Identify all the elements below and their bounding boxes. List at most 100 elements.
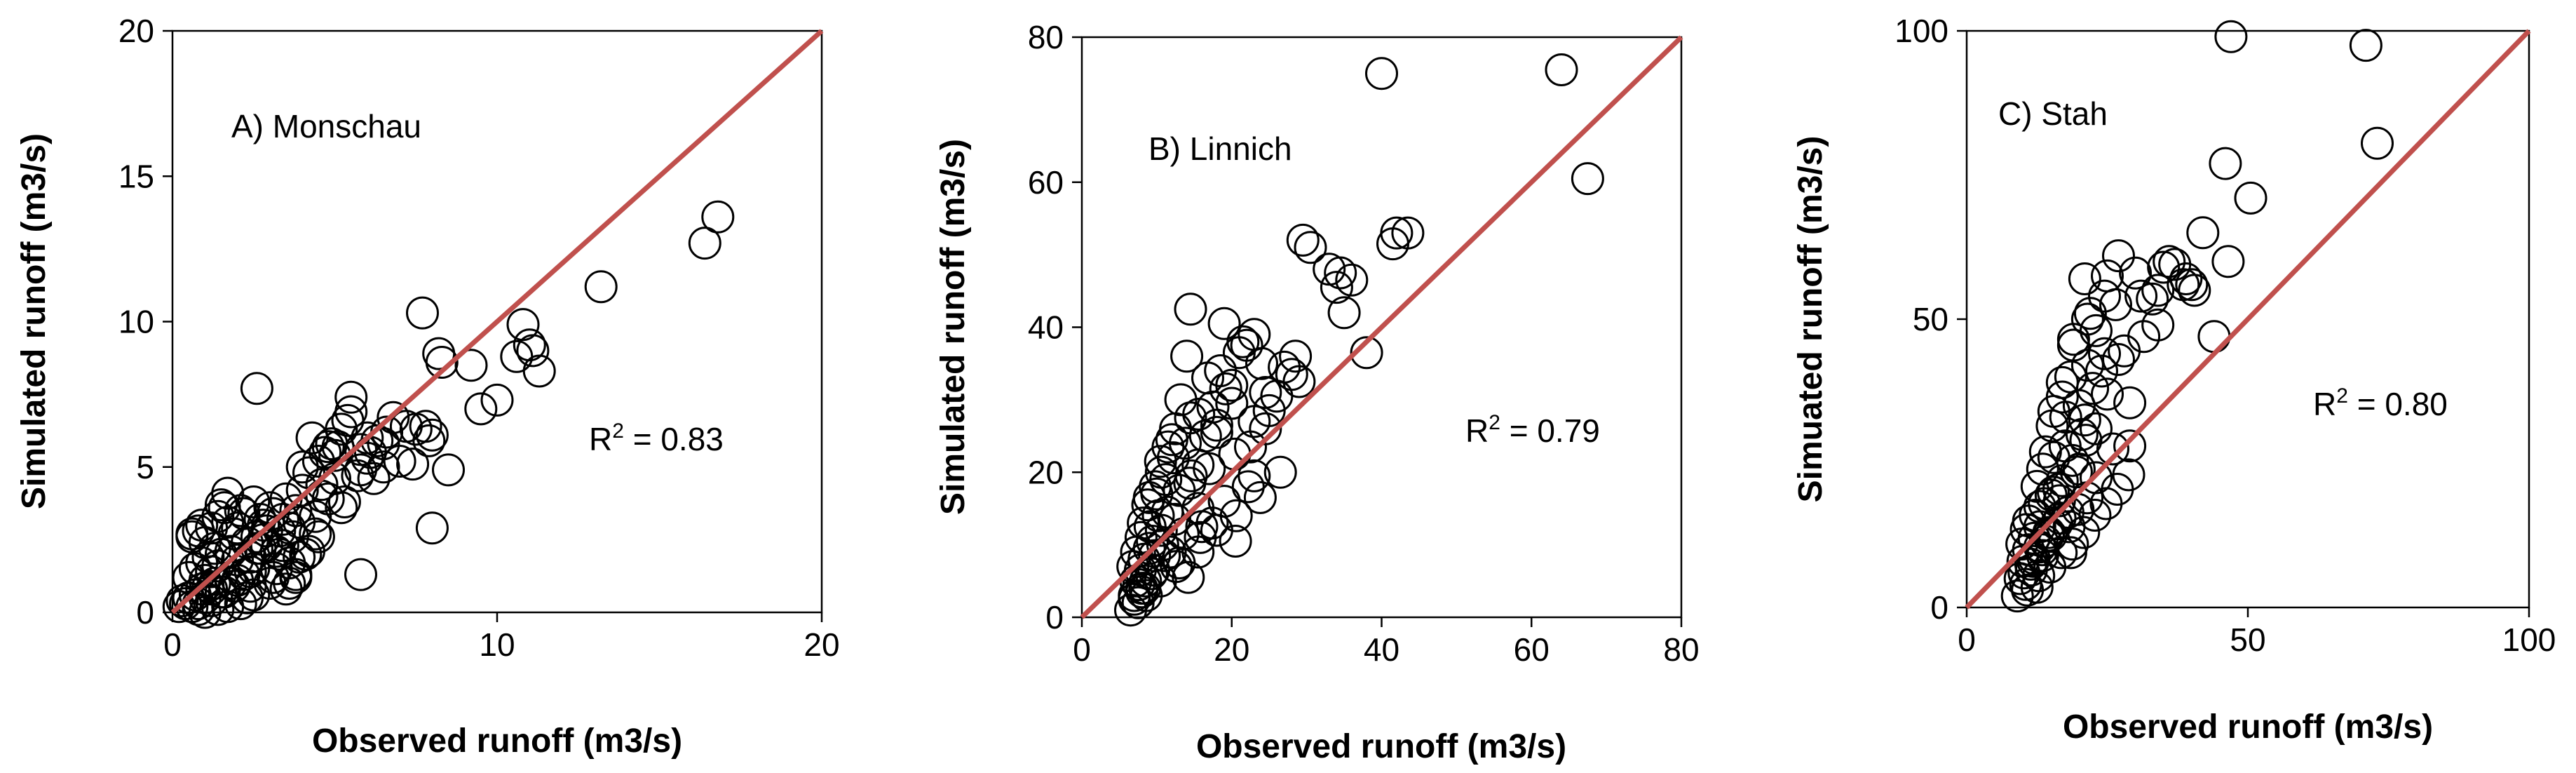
data-point <box>454 349 488 382</box>
data-point <box>415 511 449 545</box>
data-point <box>1219 525 1252 558</box>
data-point <box>2022 559 2056 593</box>
y-tick-label-2: 100 <box>1894 13 1948 49</box>
data-point <box>409 410 442 443</box>
data-point <box>2007 556 2041 590</box>
r-squared-label: R2 = 0.83 <box>589 419 724 457</box>
x-tick-label-4: 80 <box>1663 631 1699 668</box>
data-point <box>2054 360 2087 394</box>
data-point <box>1263 455 1297 489</box>
data-point <box>2178 274 2211 307</box>
data-point <box>325 491 358 525</box>
x-axis-title: Observed runoff (m3/s) <box>2063 708 2433 746</box>
y-tick-label-3: 15 <box>118 158 154 194</box>
data-point <box>2042 484 2076 518</box>
data-point <box>2096 432 2129 466</box>
data-point <box>2102 239 2135 273</box>
data-point <box>2091 259 2124 293</box>
x-tick-label-2: 20 <box>804 626 839 663</box>
data-point <box>299 517 332 551</box>
data-point <box>204 575 238 609</box>
data-point <box>2175 268 2209 302</box>
data-point <box>584 270 618 304</box>
data-point <box>1238 459 1271 492</box>
panel-label: B) Linnich <box>1148 130 1292 167</box>
data-point <box>344 558 377 591</box>
y-tick-label-1: 50 <box>1913 301 1948 337</box>
data-point <box>357 462 391 495</box>
data-point <box>688 227 721 260</box>
one-to-one-line <box>170 29 824 614</box>
y-tick-label-4: 80 <box>1028 19 1064 55</box>
x-tick-label-2: 100 <box>2502 621 2556 658</box>
data-point <box>2091 377 2124 411</box>
data-point <box>285 450 319 484</box>
y-tick-label-3: 60 <box>1028 164 1064 201</box>
data-point <box>240 372 273 405</box>
data-point <box>1118 582 1151 616</box>
y-tick-label-4: 20 <box>118 13 154 49</box>
y-tick-label-2: 10 <box>118 304 154 340</box>
data-point <box>464 392 498 426</box>
data-point <box>344 433 377 466</box>
data-point <box>341 459 374 492</box>
panel-label: A) Monschau <box>231 108 421 144</box>
data-point <box>516 334 550 368</box>
data-point <box>2136 282 2169 316</box>
data-point <box>1144 513 1178 547</box>
data-point <box>305 468 339 502</box>
data-point <box>1207 307 1241 340</box>
data-point <box>185 509 219 542</box>
data-point <box>2102 343 2135 376</box>
data-point <box>247 509 280 542</box>
data-point <box>2209 147 2242 180</box>
data-point <box>701 200 735 234</box>
data-point <box>2045 380 2079 414</box>
data-point <box>285 473 319 507</box>
panel-linnich: 0 20 40 60 80 0 20 40 60 80 B) Linnich R2 = 0.79 Obs… <box>935 19 1700 765</box>
data-point <box>2056 443 2089 477</box>
data-point <box>1286 223 1320 257</box>
data-point <box>188 596 222 629</box>
data-point <box>2080 314 2113 347</box>
y-tick-label-1: 20 <box>1028 454 1064 490</box>
data-point <box>1545 53 1578 86</box>
data-point <box>1279 340 1313 373</box>
data-point <box>311 430 345 464</box>
data-point <box>415 418 449 452</box>
y-axis-title: Simulated runoff (m3/s) <box>935 139 972 515</box>
one-to-one-line <box>1080 35 1683 619</box>
data-point <box>1324 256 1357 290</box>
x-axis-title: Observed runoff (m3/s) <box>312 722 682 760</box>
y-tick-label-1: 5 <box>136 449 154 485</box>
data-point <box>2000 579 2034 613</box>
x-tick-label-1: 50 <box>2230 621 2265 658</box>
data-point <box>2056 527 2089 561</box>
data-point <box>2026 452 2059 486</box>
y-axis-title: Simulated runoff (m3/s) <box>15 133 53 509</box>
data-point <box>1132 532 1166 565</box>
data-point <box>247 523 280 556</box>
data-point <box>283 540 316 574</box>
data-point <box>1571 162 1604 196</box>
y-tick-label-0: 0 <box>136 594 154 631</box>
data-point <box>2234 181 2267 215</box>
data-point <box>1174 293 1207 326</box>
data-point <box>221 543 255 577</box>
data-point <box>2349 29 2382 62</box>
data-point <box>2361 126 2394 160</box>
data-point <box>1238 318 1271 351</box>
one-to-one-line <box>1965 29 2531 610</box>
data-point <box>2214 20 2248 53</box>
data-point <box>1282 365 1316 398</box>
data-point <box>1181 535 1215 569</box>
data-point <box>2119 256 2153 290</box>
data-point <box>162 590 196 624</box>
data-point <box>1320 271 1353 304</box>
data-point <box>1209 372 1242 405</box>
data-point <box>432 453 465 487</box>
data-point <box>1151 430 1185 464</box>
data-point <box>2088 337 2121 370</box>
data-point <box>1153 535 1187 569</box>
data-point <box>1249 412 1282 445</box>
